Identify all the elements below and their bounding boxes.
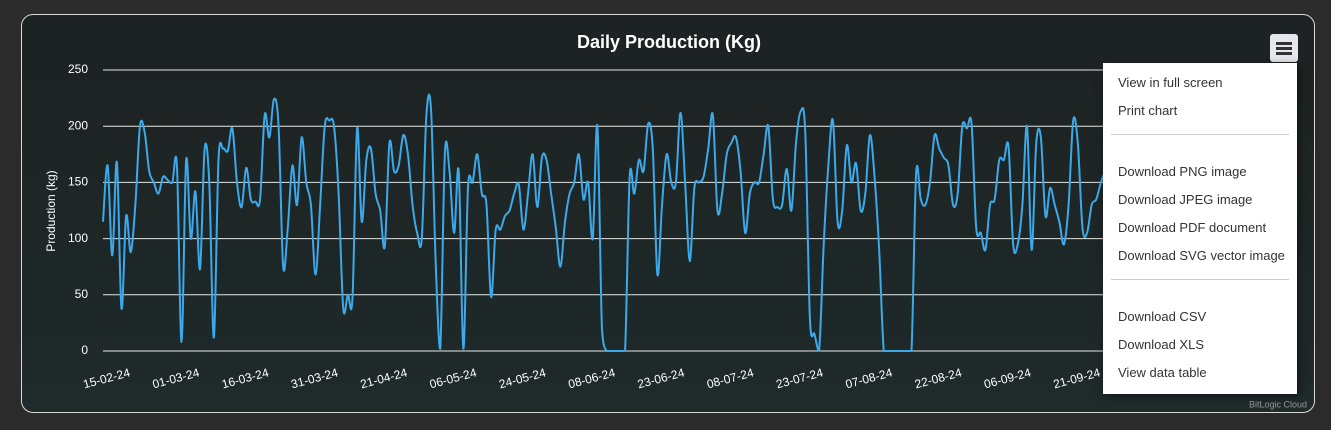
- menu-button[interactable]: [1270, 34, 1298, 62]
- y-tick-label: 250: [68, 62, 88, 76]
- x-tick-label: 07-08-24: [844, 365, 894, 391]
- x-tick-label: 06-05-24: [428, 365, 478, 391]
- menu-item[interactable]: Download XLS: [1118, 337, 1204, 352]
- menu-item[interactable]: Print chart: [1118, 103, 1178, 118]
- menu-separator: [1111, 134, 1289, 135]
- x-tick-label: 23-07-24: [775, 365, 825, 391]
- menu-item[interactable]: Download PNG image: [1118, 164, 1247, 179]
- menu-item[interactable]: Download PDF document: [1118, 220, 1267, 235]
- y-tick-label: 150: [68, 175, 88, 189]
- menu-item[interactable]: Download CSV: [1118, 309, 1207, 324]
- export-menu: View in full screen Print chart Download P…: [1103, 63, 1297, 394]
- x-tick-label: 08-07-24: [705, 365, 755, 391]
- y-tick-label: 200: [68, 118, 88, 132]
- menu-separator: [1111, 279, 1289, 280]
- menu-item[interactable]: View data table: [1118, 365, 1207, 380]
- x-tick-label: 15-02-24: [82, 365, 132, 391]
- chart-title: Daily Production (Kg): [577, 32, 761, 52]
- x-tick-label: 08-06-24: [567, 365, 617, 391]
- menu-item[interactable]: Download JPEG image: [1118, 192, 1253, 207]
- menu-item[interactable]: View in full screen: [1118, 75, 1223, 90]
- menu-item[interactable]: Download SVG vector image: [1118, 248, 1285, 263]
- x-tick-label: 22-08-24: [913, 365, 963, 391]
- x-tick-label: 06-09-24: [982, 365, 1032, 391]
- x-tick-label: 24-05-24: [497, 365, 547, 391]
- y-axis-label: Production (kg): [44, 170, 58, 251]
- y-tick-label: 0: [81, 343, 88, 357]
- x-tick-label: 01-03-24: [151, 365, 201, 391]
- x-tick-label: 21-09-24: [1052, 365, 1102, 391]
- x-tick-label: 16-03-24: [220, 365, 270, 391]
- x-tick-label: 21-04-24: [359, 365, 409, 391]
- chart-card: [21, 14, 1315, 413]
- credits: BitLogic Cloud: [1249, 399, 1307, 409]
- data-line: [102, 93, 1111, 352]
- x-tick-label: 31-03-24: [289, 365, 339, 391]
- y-tick-label: 50: [75, 287, 89, 301]
- y-tick-label: 100: [68, 231, 88, 245]
- x-tick-label: 23-06-24: [636, 365, 686, 391]
